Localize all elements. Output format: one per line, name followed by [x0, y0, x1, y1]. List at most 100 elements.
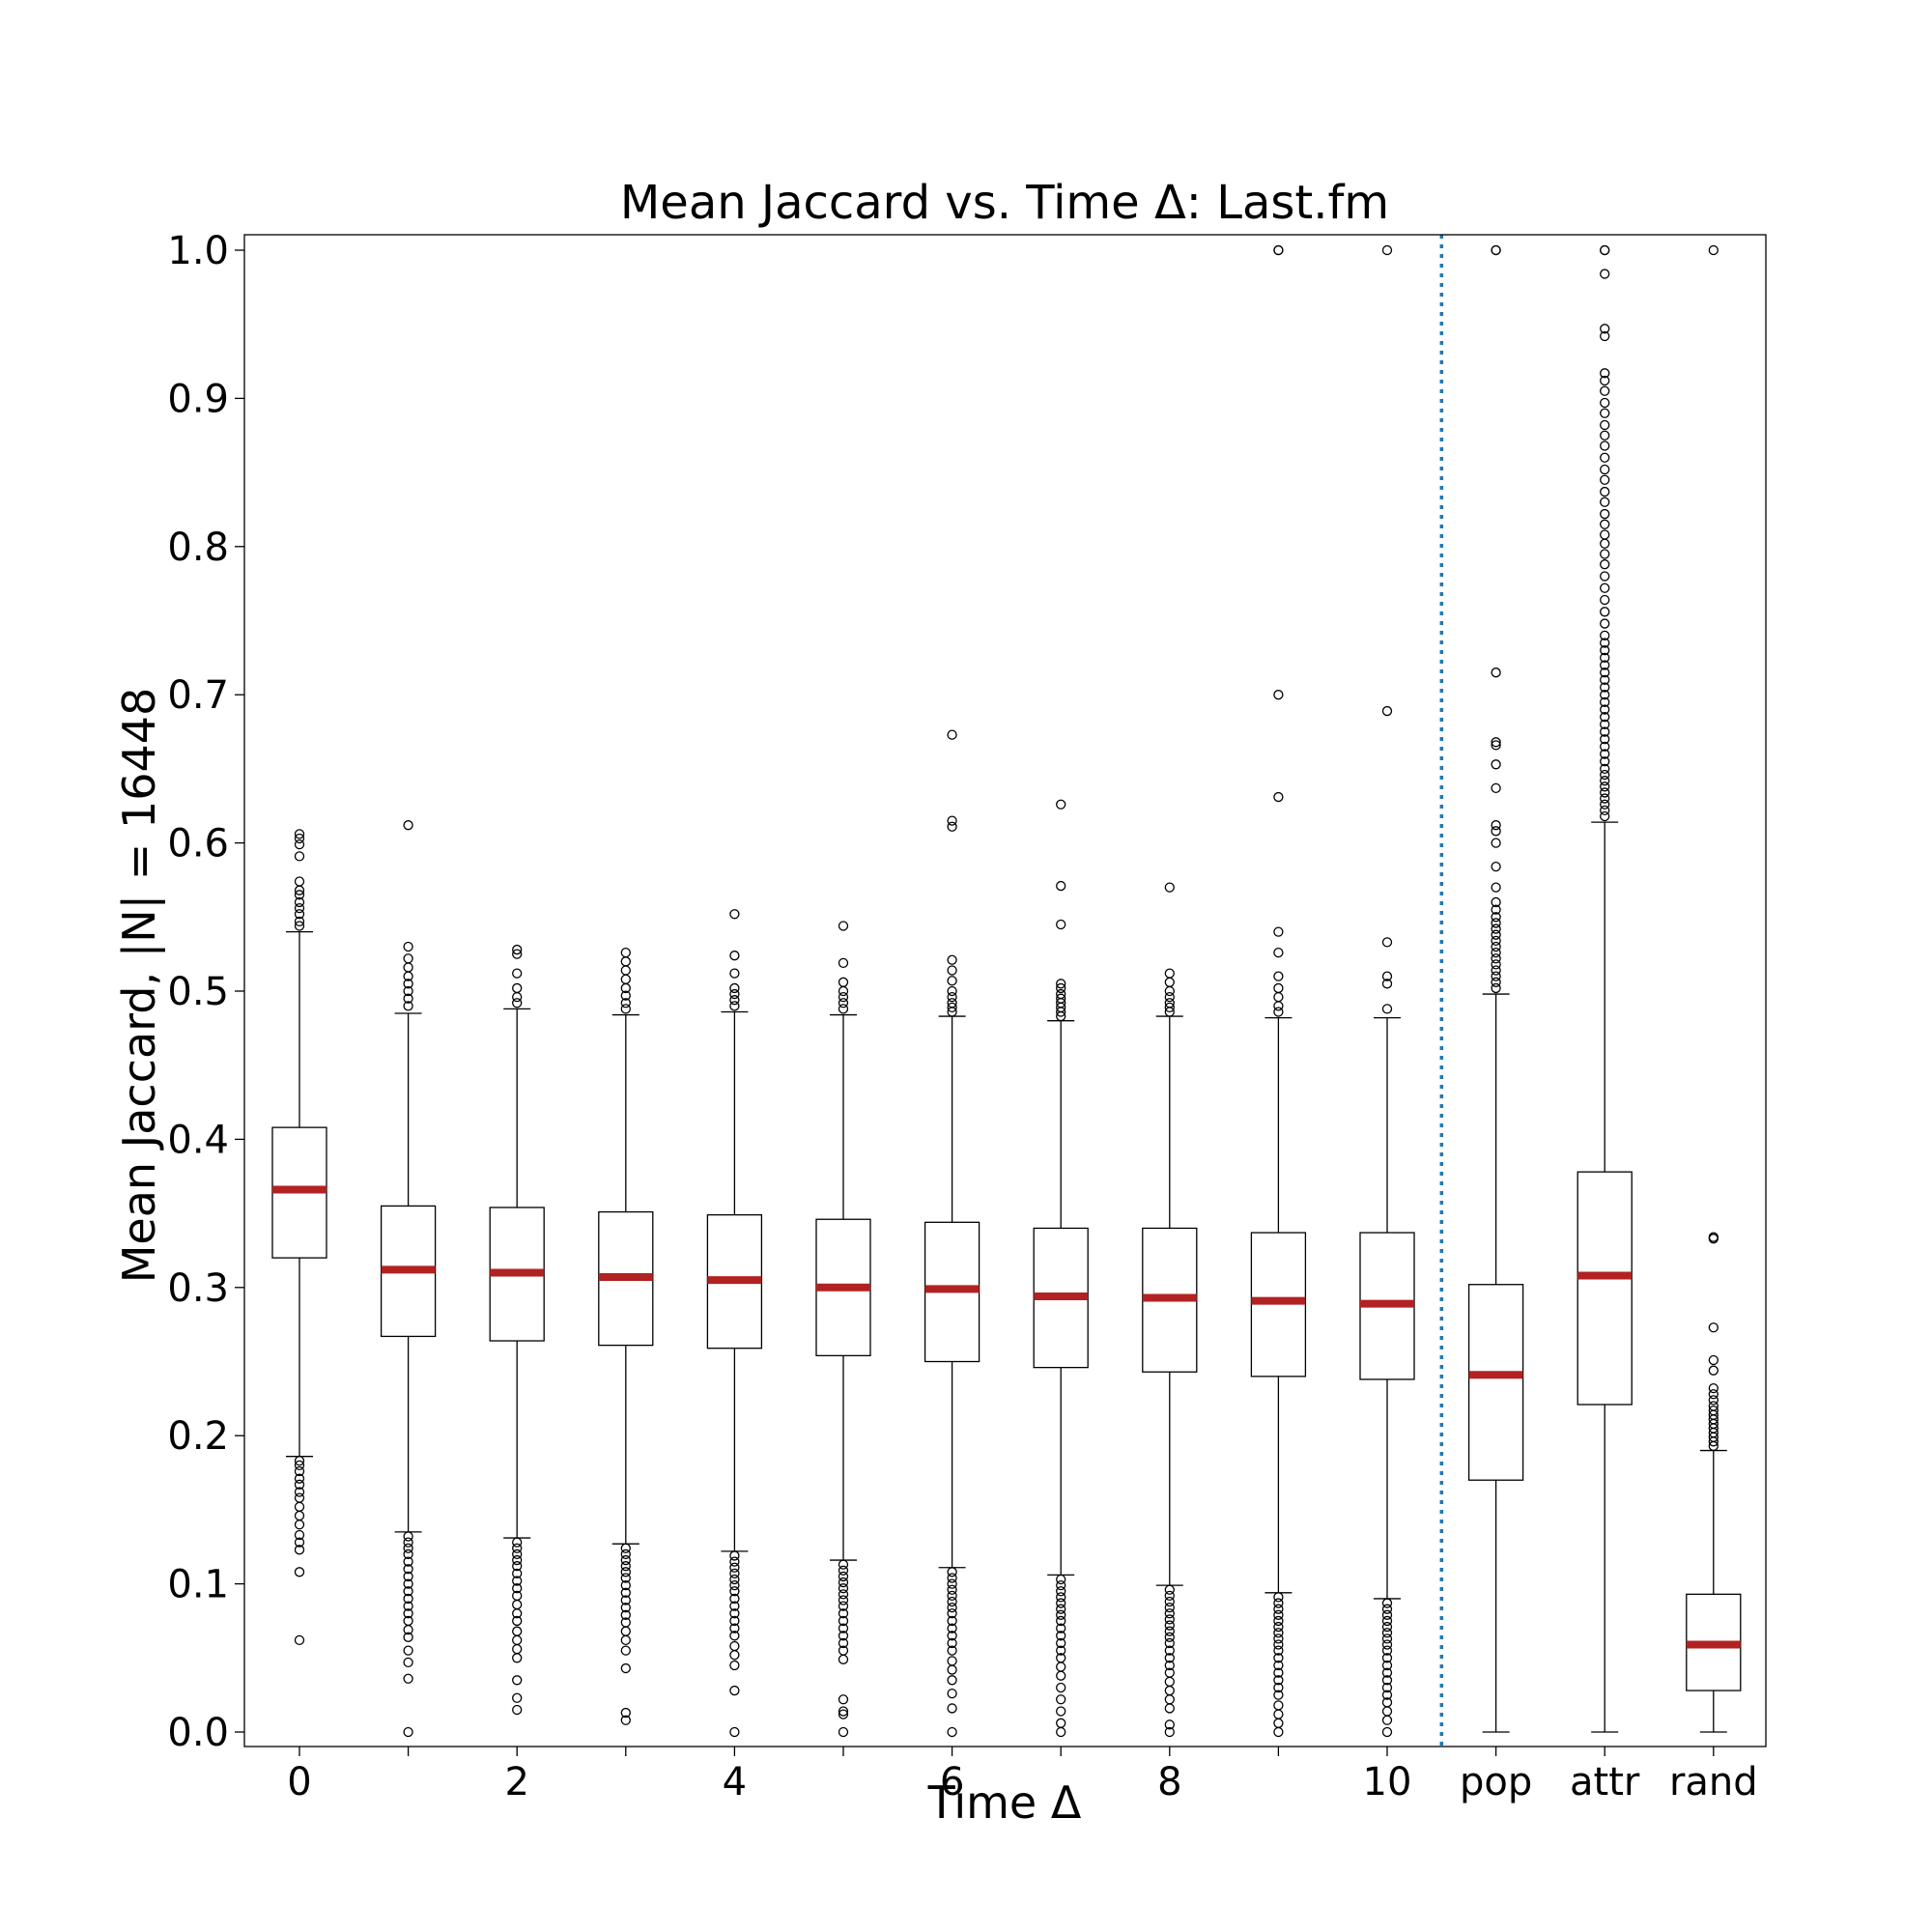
y-tick-label: 0.4	[167, 1118, 229, 1162]
outlier-point	[403, 1608, 413, 1619]
outlier-point	[1273, 1718, 1284, 1728]
outlier-point	[512, 1653, 523, 1663]
outlier-point	[947, 1631, 957, 1641]
outlier-point	[294, 1487, 305, 1497]
outlier-point	[403, 1657, 413, 1668]
outlier-point	[1273, 1604, 1284, 1614]
outlier-point	[1491, 977, 1501, 987]
x-tick-label: 8	[1157, 1760, 1181, 1804]
outlier-point	[403, 979, 413, 989]
outlier-point	[1600, 330, 1610, 342]
outlier-point	[403, 1531, 413, 1542]
outlier-point	[1164, 998, 1175, 1009]
outlier-point	[403, 1601, 413, 1611]
outlier-point	[1491, 941, 1501, 952]
x-tick-label: 4	[723, 1760, 747, 1804]
outlier-point	[1273, 991, 1284, 1003]
outlier-point	[1491, 965, 1501, 976]
outlier-point	[1600, 464, 1610, 475]
outlier-point	[1164, 968, 1175, 979]
outlier-point	[1164, 1637, 1175, 1649]
y-tick-label: 0.8	[167, 526, 229, 570]
outlier-point	[729, 909, 740, 920]
outlier-point	[838, 1595, 849, 1605]
outlier-point	[729, 1608, 740, 1619]
outlier-point	[947, 976, 957, 986]
outlier-point	[620, 1587, 631, 1598]
outlier-point	[1708, 1389, 1719, 1400]
outlier-point	[838, 977, 849, 987]
box-series	[271, 235, 1742, 1747]
outlier-point	[1381, 1639, 1393, 1650]
outlier-point	[838, 1589, 849, 1600]
outlier-point	[1164, 1694, 1175, 1705]
outlier-point	[838, 1577, 849, 1588]
outlier-point	[512, 1692, 523, 1703]
outlier-point	[947, 1573, 957, 1583]
outlier-point	[1491, 737, 1501, 748]
outlier-point	[838, 1615, 849, 1627]
outlier-point	[947, 1602, 957, 1613]
outlier-point	[838, 1608, 849, 1619]
outlier-point	[1600, 726, 1610, 737]
outlier-point	[294, 1465, 305, 1477]
outlier-point	[1056, 1645, 1066, 1656]
outlier-point	[1600, 787, 1610, 798]
outlier-point	[729, 1562, 740, 1573]
outlier-point	[1164, 1653, 1175, 1663]
outlier-point	[1600, 763, 1610, 775]
outlier-point	[947, 985, 957, 997]
outlier-point	[1708, 1405, 1719, 1416]
outlier-point	[620, 1602, 631, 1613]
outlier-point	[620, 998, 631, 1009]
outlier-point	[838, 1706, 849, 1717]
outlier-point	[512, 944, 523, 955]
outlier-point	[947, 965, 957, 976]
outlier-point	[838, 1601, 849, 1611]
y-tick-label: 0.7	[167, 673, 229, 718]
box-4	[706, 909, 763, 1738]
outlier-point	[294, 876, 305, 887]
outlier-point	[1600, 474, 1610, 485]
outlier-point	[1600, 368, 1610, 379]
outlier-point	[512, 1608, 523, 1619]
outlier-point	[1600, 385, 1610, 396]
box-10	[1359, 244, 1415, 1738]
outlier-point	[838, 1565, 849, 1576]
outlier-point	[947, 1623, 957, 1634]
outlier-point	[620, 947, 631, 958]
outlier-point	[1273, 1660, 1284, 1671]
y-tick-label: 0.2	[167, 1414, 229, 1459]
outlier-point	[838, 998, 849, 1009]
outlier-point	[1381, 937, 1393, 948]
outlier-point	[294, 851, 305, 862]
outlier-point	[729, 1660, 740, 1671]
outlier-point	[1164, 985, 1175, 997]
outlier-point	[294, 1473, 305, 1484]
outlier-point	[620, 1543, 631, 1553]
outlier-point	[294, 1634, 305, 1646]
outlier-point	[1381, 1621, 1393, 1633]
outlier-point	[1273, 1615, 1284, 1627]
outlier-point	[1164, 1676, 1175, 1687]
outlier-point	[1491, 740, 1501, 751]
outlier-point	[294, 1537, 305, 1548]
outlier-point	[1164, 1590, 1175, 1602]
outlier-point	[1600, 486, 1610, 497]
outlier-point	[729, 1615, 740, 1627]
outlier-point	[403, 1673, 413, 1684]
outlier-point	[1600, 645, 1610, 656]
box-5	[815, 921, 871, 1738]
outlier-point	[947, 991, 957, 1003]
outlier-point	[1491, 882, 1501, 893]
outlier-point	[403, 1548, 413, 1560]
outlier-point	[838, 1631, 849, 1641]
outlier-point	[1708, 1365, 1719, 1376]
outlier-point	[1600, 668, 1610, 678]
outlier-point	[1381, 1715, 1393, 1725]
outlier-point	[1381, 1653, 1393, 1663]
box-8	[1142, 882, 1198, 1738]
box-0	[271, 829, 327, 1646]
outlier-point	[1600, 538, 1610, 549]
outlier-point	[838, 1726, 849, 1738]
